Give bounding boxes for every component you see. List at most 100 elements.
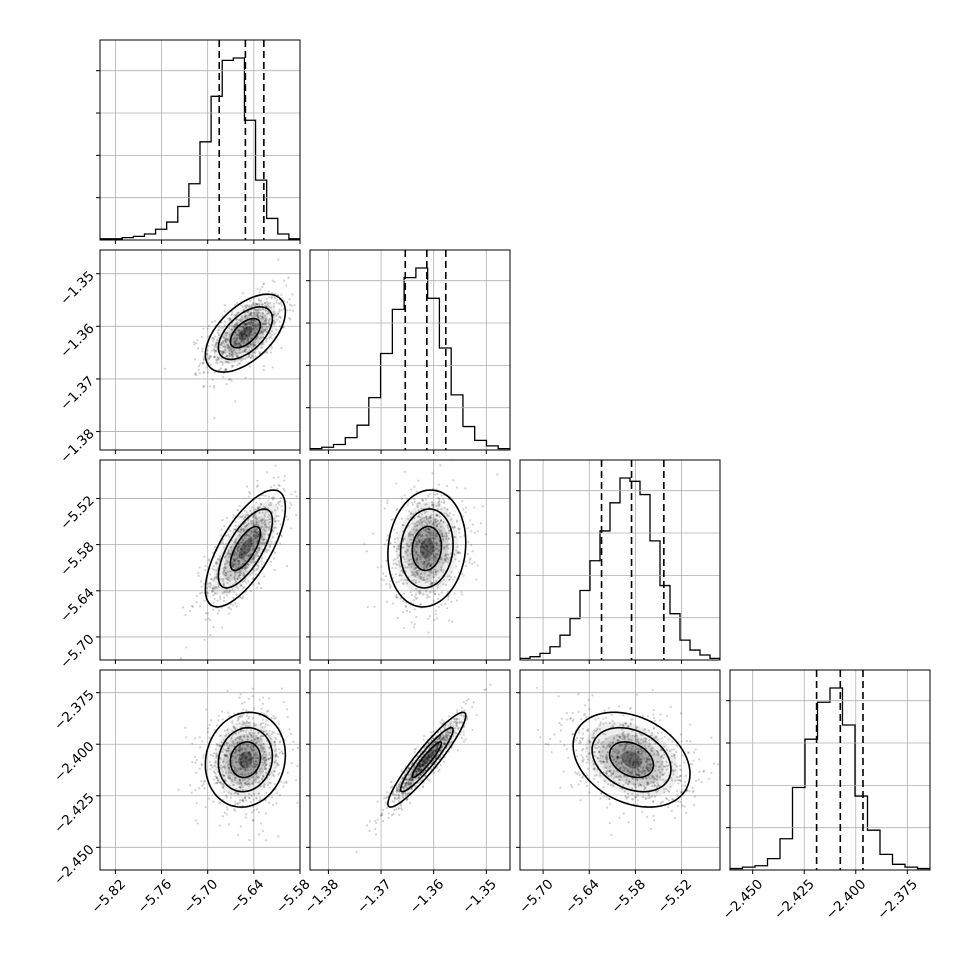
scatter-point: [411, 503, 414, 506]
scatter-point: [236, 556, 239, 560]
scatter-point: [240, 761, 244, 764]
scatter-point: [200, 763, 203, 766]
scatter-point: [204, 618, 207, 621]
scatter-point: [237, 329, 240, 332]
scatter-point: [422, 761, 425, 764]
scatter-point: [429, 537, 432, 540]
scatter-point: [444, 554, 448, 557]
scatter-point: [193, 755, 197, 759]
scatter-point: [420, 763, 424, 766]
scatter-point: [245, 554, 248, 557]
scatter-point: [243, 797, 247, 800]
scatter-point: [414, 529, 418, 532]
scatter-point: [644, 797, 647, 800]
scatter-point: [434, 537, 437, 540]
scatter-point: [261, 336, 265, 339]
scatter-point: [582, 747, 585, 751]
scatter-point: [233, 792, 236, 795]
scatter-point: [646, 766, 650, 769]
scatter-point: [415, 541, 418, 544]
scatter-point: [461, 499, 464, 503]
density-core-0: [395, 501, 458, 596]
scatter-point: [269, 501, 272, 504]
scatter-point: [257, 316, 260, 320]
scatter-point: [222, 765, 225, 768]
scatter-point: [454, 558, 457, 561]
scatter-point: [232, 338, 235, 341]
scatter-point: [273, 568, 276, 572]
scatter-point: [407, 781, 410, 784]
scatter-point: [288, 317, 291, 320]
scatter-point: [215, 361, 218, 364]
scatter-point: [211, 587, 214, 590]
scatter-point: [475, 578, 478, 581]
scatter-point: [664, 797, 668, 800]
scatter-point: [466, 717, 469, 720]
scatter-point: [213, 355, 216, 359]
scatter-point: [412, 528, 416, 531]
scatter-point: [426, 527, 430, 530]
scatter-point: [227, 776, 230, 779]
scatter-point: [260, 520, 263, 523]
scatter-point: [243, 735, 246, 738]
scatter-point: [250, 761, 253, 764]
scatter-point: [435, 504, 438, 508]
scatter-point: [212, 589, 215, 593]
scatter-point: [453, 592, 456, 595]
scatter-point: [685, 811, 688, 814]
scatter-point: [272, 484, 276, 487]
scatter-point: [641, 755, 644, 758]
scatter-point: [426, 563, 429, 566]
scatter-point: [435, 756, 438, 759]
scatter-point: [445, 734, 448, 737]
scatter-point: [400, 497, 403, 500]
scatter-point: [281, 752, 285, 755]
scatter-point: [425, 744, 428, 747]
scatter-point: [435, 748, 438, 752]
scatter-point: [247, 717, 250, 720]
scatter-point: [413, 608, 416, 611]
scatter-point: [202, 361, 205, 364]
scatter-point: [252, 558, 255, 561]
scatter-point: [458, 527, 461, 530]
scatter-point: [429, 572, 433, 575]
scatter-point: [243, 322, 246, 326]
scatter-point: [268, 773, 271, 776]
scatter-point: [237, 561, 241, 564]
scatter-point: [263, 575, 266, 578]
scatter-point: [247, 777, 250, 780]
scatter-point: [628, 780, 631, 783]
scatter-point: [402, 795, 405, 798]
scatter-point: [198, 767, 201, 770]
scatter-point: [262, 368, 265, 372]
scatter-point: [432, 576, 435, 579]
scatter-point: [246, 566, 249, 569]
scatter-point: [263, 544, 266, 547]
scatter-point: [249, 325, 252, 328]
scatter-point: [220, 343, 223, 347]
scatter-point: [403, 784, 407, 787]
scatter-point: [278, 771, 281, 775]
scatter-point: [242, 567, 245, 570]
scatter-point: [411, 768, 414, 771]
scatter-point: [280, 293, 283, 296]
scatter-point: [401, 808, 404, 811]
scatter-point: [192, 341, 196, 344]
scatter-point: [255, 326, 258, 329]
scatter-point: [435, 542, 438, 545]
scatter-point: [436, 547, 439, 550]
scatter-point: [244, 782, 247, 785]
scatter-point: [230, 328, 233, 331]
scatter-point: [255, 771, 258, 774]
scatter-point: [236, 545, 240, 548]
scatter-point: [238, 722, 241, 725]
scatter-point: [225, 566, 228, 570]
scatter-point: [255, 302, 258, 306]
panel-1-3: [306, 669, 511, 874]
scatter-point: [283, 489, 286, 492]
scatter-point: [249, 753, 253, 756]
scatter-point: [421, 763, 424, 767]
scatter-point: [489, 683, 492, 686]
scatter-point: [279, 325, 282, 328]
scatter-point: [227, 606, 230, 609]
